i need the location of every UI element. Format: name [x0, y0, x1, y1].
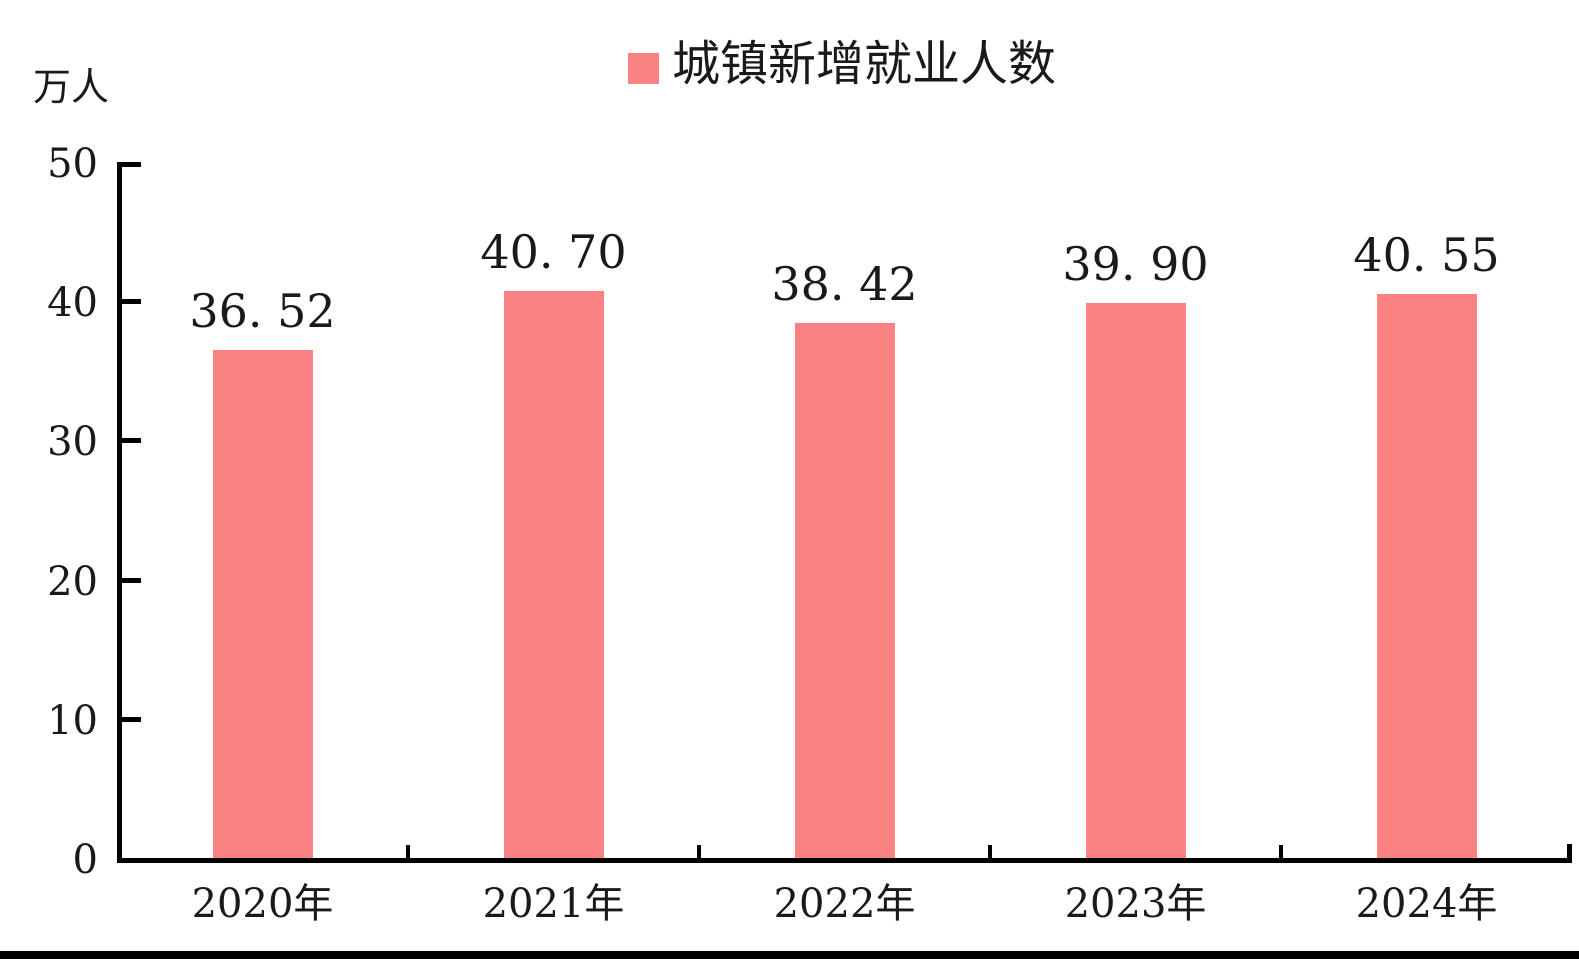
y-axis-unit-label: 万人 [33, 65, 110, 109]
x-category-label: 2023年 [1064, 881, 1207, 927]
y-axis-tick-label: 40 [47, 280, 98, 327]
x-axis-tick [988, 845, 992, 858]
bar-value-label: 38. 42 [771, 257, 918, 312]
x-axis-tick [406, 845, 410, 858]
bar-2023年 [1085, 302, 1186, 858]
y-axis-tick [122, 716, 141, 722]
y-axis-tick [122, 162, 141, 167]
bottom-border-strip [0, 951, 1579, 959]
y-axis-tick [122, 438, 141, 444]
bar-2021年 [503, 291, 604, 858]
y-axis-tick-label: 20 [47, 558, 98, 605]
bar-2024年 [1376, 293, 1477, 858]
x-category-label: 2024年 [1355, 881, 1498, 927]
x-axis-end-tick [1567, 844, 1572, 858]
bar-value-label: 39. 90 [1062, 236, 1209, 291]
y-axis-tick [122, 299, 141, 305]
y-axis-tick-label: 30 [47, 419, 98, 466]
bar-2022年 [794, 323, 895, 858]
y-axis-tick-label: 10 [47, 697, 98, 744]
bar-2020年 [212, 349, 313, 858]
y-axis-tick-label: 50 [47, 141, 98, 187]
x-category-label: 2021年 [482, 881, 625, 927]
legend-series-label: 城镇新增就业人数 [672, 36, 1057, 92]
x-axis-tick [697, 845, 701, 858]
x-axis-tick [1279, 845, 1283, 858]
bar-value-label: 40. 55 [1353, 227, 1500, 282]
bar-value-label: 36. 52 [189, 283, 336, 338]
y-axis-tick-label: 0 [72, 837, 98, 883]
y-axis-line [117, 162, 122, 863]
x-category-label: 2022年 [773, 881, 916, 927]
chart-legend: 城镇新增就业人数 [628, 36, 1056, 92]
bar-value-label: 40. 70 [480, 225, 627, 280]
x-category-label: 2020年 [191, 881, 334, 927]
legend-swatch-icon [628, 52, 659, 84]
x-axis-line [117, 858, 1572, 863]
y-axis-tick [122, 577, 141, 583]
